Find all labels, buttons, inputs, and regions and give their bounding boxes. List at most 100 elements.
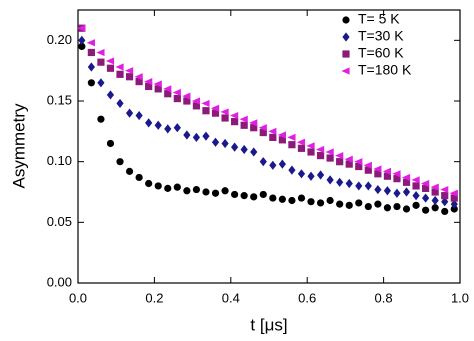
y-tick-label: 0.00 bbox=[47, 274, 72, 289]
point bbox=[431, 195, 439, 206]
point bbox=[336, 158, 344, 166]
point bbox=[153, 80, 162, 88]
point bbox=[326, 154, 334, 162]
point bbox=[105, 57, 115, 65]
point bbox=[287, 133, 296, 141]
point bbox=[412, 191, 420, 201]
point bbox=[97, 58, 105, 66]
point bbox=[154, 182, 162, 190]
point bbox=[97, 115, 105, 123]
point bbox=[183, 130, 191, 140]
legend-marker bbox=[342, 16, 350, 24]
point bbox=[364, 181, 372, 191]
point bbox=[402, 205, 411, 213]
point bbox=[87, 62, 95, 72]
x-axis-title: t [μs] bbox=[250, 315, 287, 334]
point bbox=[125, 108, 134, 118]
point bbox=[164, 124, 172, 134]
point bbox=[316, 199, 325, 207]
point bbox=[412, 201, 420, 209]
point bbox=[86, 39, 95, 47]
point bbox=[421, 179, 430, 188]
point bbox=[230, 111, 239, 120]
point bbox=[78, 35, 86, 45]
point bbox=[393, 202, 401, 211]
point bbox=[106, 139, 115, 148]
point bbox=[288, 165, 296, 175]
point bbox=[259, 157, 267, 167]
point bbox=[106, 64, 115, 72]
point bbox=[336, 200, 344, 208]
point bbox=[115, 63, 124, 71]
point bbox=[221, 138, 229, 149]
point bbox=[383, 204, 392, 212]
point bbox=[211, 189, 220, 197]
point bbox=[202, 131, 210, 141]
point bbox=[297, 194, 306, 202]
point bbox=[450, 205, 458, 213]
point bbox=[278, 159, 286, 169]
point bbox=[231, 118, 239, 126]
point bbox=[345, 160, 353, 168]
point bbox=[383, 186, 392, 196]
point bbox=[355, 199, 363, 207]
legend-label: T= 5 K bbox=[358, 11, 400, 27]
point bbox=[422, 184, 430, 192]
point bbox=[422, 193, 430, 203]
point bbox=[201, 99, 210, 108]
x-tick-label: 0.6 bbox=[298, 290, 316, 305]
point bbox=[125, 167, 134, 175]
point bbox=[116, 158, 124, 166]
point bbox=[268, 127, 277, 135]
point bbox=[401, 173, 411, 182]
point bbox=[288, 141, 296, 149]
point bbox=[278, 136, 286, 144]
point bbox=[173, 183, 181, 191]
point bbox=[392, 170, 401, 178]
point bbox=[239, 115, 248, 123]
point bbox=[307, 148, 315, 156]
point bbox=[145, 118, 153, 128]
point bbox=[449, 189, 458, 197]
legend-label: T=180 K bbox=[358, 62, 412, 78]
point bbox=[306, 142, 315, 150]
legend-label: T=30 K bbox=[358, 28, 404, 44]
point bbox=[211, 137, 220, 147]
point bbox=[307, 171, 315, 181]
point bbox=[373, 165, 382, 173]
point bbox=[231, 190, 239, 199]
point bbox=[97, 78, 105, 88]
point bbox=[326, 196, 334, 205]
point bbox=[383, 172, 392, 180]
point bbox=[135, 110, 143, 121]
legend-marker bbox=[342, 50, 350, 58]
point bbox=[259, 190, 267, 199]
point bbox=[364, 202, 372, 211]
point bbox=[325, 148, 334, 156]
point bbox=[183, 97, 191, 105]
x-tick-label: 0.4 bbox=[222, 290, 240, 305]
x-tick-label: 1.0 bbox=[451, 290, 469, 305]
point bbox=[221, 114, 229, 122]
point bbox=[430, 183, 439, 191]
point bbox=[277, 131, 286, 139]
point bbox=[173, 94, 181, 103]
point bbox=[441, 197, 449, 207]
point bbox=[315, 145, 325, 154]
point bbox=[355, 162, 363, 171]
point bbox=[192, 185, 201, 194]
point bbox=[431, 204, 439, 212]
point bbox=[402, 187, 411, 197]
point bbox=[258, 124, 267, 132]
point bbox=[354, 158, 363, 166]
legend-label: T=60 K bbox=[358, 45, 404, 61]
point bbox=[163, 85, 172, 93]
point bbox=[124, 67, 134, 75]
point bbox=[172, 88, 181, 97]
point bbox=[335, 152, 344, 160]
point bbox=[106, 90, 115, 100]
point bbox=[297, 169, 306, 179]
point bbox=[191, 97, 201, 105]
point bbox=[164, 90, 172, 98]
